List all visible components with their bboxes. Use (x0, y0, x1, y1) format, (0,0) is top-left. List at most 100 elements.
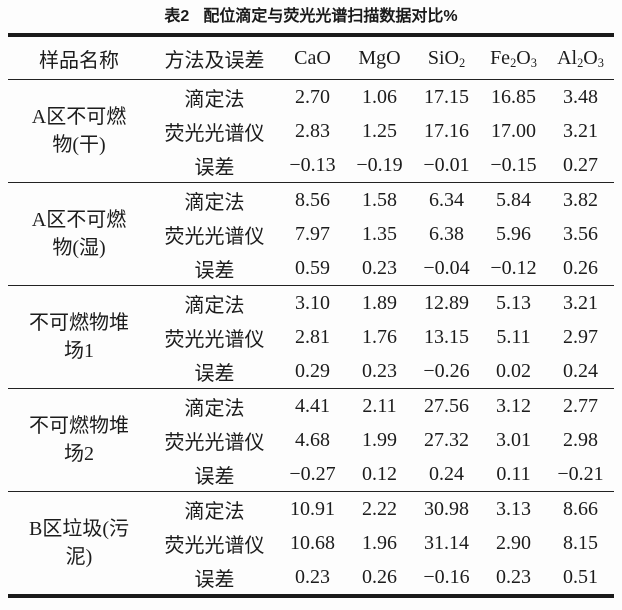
method-cell: 荧光光谱仪 (164, 225, 265, 248)
value-cell: 8.56 (295, 188, 330, 211)
value-cell: −0.19 (356, 153, 403, 176)
method-cell: 误差 (194, 568, 235, 591)
table-title: 表2 配位滴定与荧光光谱扫描数据对比% (0, 5, 622, 29)
method-cell: 滴定法 (184, 397, 245, 420)
value-cell: 6.38 (429, 222, 464, 245)
value-cell: 30.98 (424, 497, 469, 520)
col-header-method-error: 方法及误差 (164, 49, 265, 72)
value-cell: 10.68 (290, 531, 335, 554)
value-cell: 2.77 (563, 394, 598, 417)
col-header-fe2o3: Fe2O3 (490, 46, 537, 70)
value-cell: 17.15 (424, 85, 469, 108)
value-cell: 27.32 (424, 428, 469, 451)
table-row: 荧光光谱仪 4.68 1.99 27.32 3.01 2.98 (8, 423, 614, 457)
value-cell: 0.02 (496, 359, 531, 382)
value-cell: 3.56 (563, 222, 598, 245)
value-cell: 3.21 (563, 119, 598, 142)
value-cell: 5.96 (496, 222, 531, 245)
col-header-al2o3: Al2O3 (557, 46, 604, 70)
value-cell: 0.12 (362, 462, 397, 485)
value-cell: 1.25 (362, 119, 397, 142)
value-cell: 1.89 (362, 291, 397, 314)
sample-name-line: 不可燃物堆 (29, 312, 129, 334)
table-row: 荧光光谱仪 10.68 1.96 31.14 2.90 8.15 (8, 526, 614, 560)
table-row: 误差 0.23 0.26 −0.16 0.23 0.51 (8, 560, 614, 596)
value-cell: 6.34 (429, 188, 464, 211)
value-cell: 16.85 (491, 85, 536, 108)
value-cell: 0.26 (563, 256, 598, 279)
value-cell: 2.97 (563, 325, 598, 348)
value-cell: 1.96 (362, 531, 397, 554)
value-cell: 0.23 (295, 565, 330, 588)
value-cell: 2.83 (295, 119, 330, 142)
value-cell: 2.11 (362, 394, 397, 417)
table-row: A区不可燃 物(干) 滴定法 2.70 1.06 17.15 16.85 3.4… (8, 80, 614, 157)
sample-name-line: B区垃圾(污 (29, 518, 129, 540)
value-cell: 2.98 (563, 428, 598, 451)
sample-name-line: 泥) (65, 546, 93, 568)
table-row: 误差 0.29 0.23 −0.26 0.02 0.24 (8, 354, 614, 389)
value-cell: −0.01 (423, 153, 470, 176)
table-row: 荧光光谱仪 2.83 1.25 17.16 17.00 3.21 (8, 114, 614, 148)
value-cell: 2.90 (496, 531, 531, 554)
method-cell: 滴定法 (184, 500, 245, 523)
table-row: 误差 −0.13 −0.19 −0.01 −0.15 0.27 (8, 148, 614, 183)
method-cell: 滴定法 (184, 88, 245, 111)
value-cell: 1.06 (362, 85, 397, 108)
value-cell: 2.70 (295, 85, 330, 108)
value-cell: 10.91 (290, 497, 335, 520)
sample-name-line: A区不可燃 (31, 106, 127, 128)
table-row: 不可燃物堆 场2 滴定法 4.41 2.11 27.56 3.12 2.77 (8, 389, 614, 466)
value-cell: 13.15 (424, 325, 469, 348)
value-cell: 1.58 (362, 188, 397, 211)
value-cell: 2.81 (295, 325, 330, 348)
method-cell: 误差 (194, 259, 235, 282)
sample-name-line: 不可燃物堆 (29, 415, 129, 437)
method-cell: 荧光光谱仪 (164, 534, 265, 557)
method-cell: 荧光光谱仪 (164, 431, 265, 454)
method-cell: 滴定法 (184, 294, 245, 317)
value-cell: 0.24 (429, 462, 464, 485)
sample-name-cell: A区不可燃 物(湿) (8, 183, 150, 286)
value-cell: −0.15 (490, 153, 537, 176)
value-cell: −0.26 (423, 359, 470, 382)
value-cell: 5.84 (496, 188, 531, 211)
col-header-sio2: SiO2 (427, 46, 466, 70)
value-cell: 3.12 (496, 394, 531, 417)
value-cell: 8.66 (563, 497, 598, 520)
table-row: 不可燃物堆 场1 滴定法 3.10 1.89 12.89 5.13 3.21 (8, 286, 614, 363)
table-row: 误差 0.59 0.23 −0.04 −0.12 0.26 (8, 251, 614, 286)
sample-group: 不可燃物堆 场2 滴定法 4.41 2.11 27.56 3.12 2.77 荧… (8, 389, 614, 492)
sample-name-line: 场2 (64, 443, 94, 465)
table-row: 荧光光谱仪 2.81 1.76 13.15 5.11 2.97 (8, 320, 614, 354)
value-cell: 0.29 (295, 359, 330, 382)
sample-name-cell: 不可燃物堆 场2 (8, 389, 150, 492)
value-cell: 4.68 (295, 428, 330, 451)
sample-name-cell: A区不可燃 物(干) (8, 80, 150, 183)
table-row: B区垃圾(污 泥) 滴定法 10.91 2.22 30.98 3.13 8.66 (8, 492, 614, 569)
value-cell: 12.89 (424, 291, 469, 314)
sample-name-line: 物(干) (52, 134, 106, 156)
value-cell: 3.82 (563, 188, 598, 211)
sample-name-cell: B区垃圾(污 泥) (8, 492, 150, 597)
value-cell: 4.41 (295, 394, 330, 417)
col-header-sample-name: 样品名称 (39, 49, 119, 72)
table-row: 误差 −0.27 0.12 0.24 0.11 −0.21 (8, 457, 614, 492)
data-table: 样品名称 方法及误差 CaO MgO SiO2 Fe2O3 Al2O3 A区不可… (8, 33, 614, 598)
value-cell: 1.99 (362, 428, 397, 451)
value-cell: −0.04 (423, 256, 470, 279)
value-cell: 8.15 (563, 531, 598, 554)
value-cell: 0.23 (362, 359, 397, 382)
value-cell: 3.48 (563, 85, 598, 108)
value-cell: 0.27 (563, 153, 598, 176)
value-cell: 1.76 (362, 325, 397, 348)
value-cell: 3.13 (496, 497, 531, 520)
value-cell: 17.16 (424, 119, 469, 142)
method-cell: 荧光光谱仪 (164, 122, 265, 145)
value-cell: 7.97 (295, 222, 330, 245)
value-cell: 3.01 (496, 428, 531, 451)
method-cell: 荧光光谱仪 (164, 328, 265, 351)
sample-name-line: 场1 (64, 340, 94, 362)
header-row: 样品名称 方法及误差 CaO MgO SiO2 Fe2O3 Al2O3 (8, 35, 614, 80)
